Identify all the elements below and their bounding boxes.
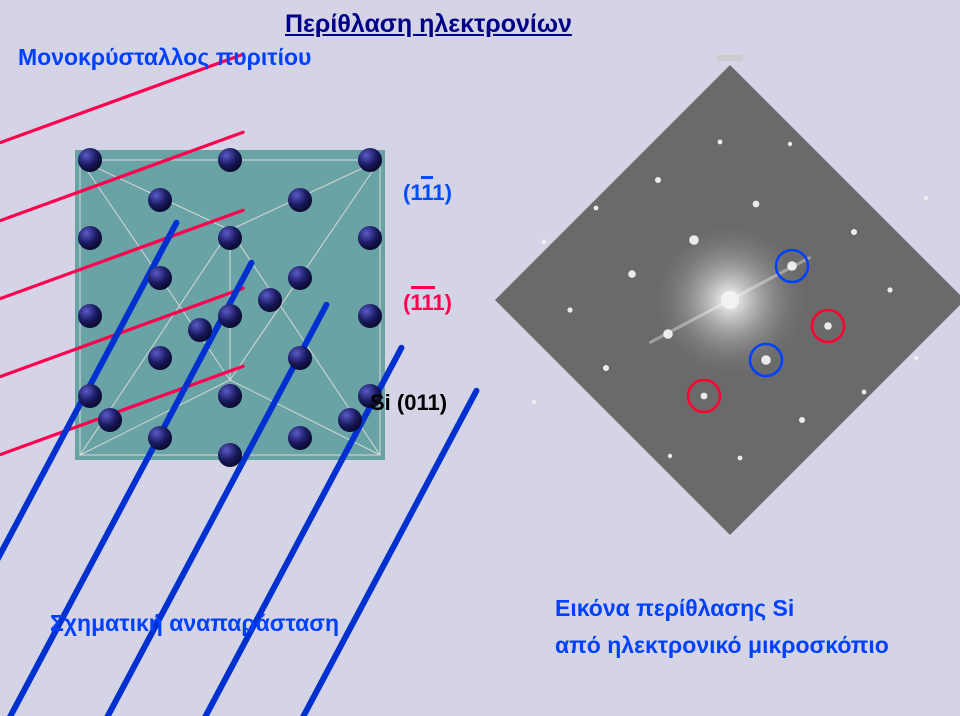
atom bbox=[358, 304, 382, 328]
atom bbox=[288, 266, 312, 290]
diffraction-spot bbox=[567, 307, 572, 312]
caption-right-0: Εικόνα περίθλασης Si bbox=[555, 595, 794, 622]
atom bbox=[218, 384, 242, 408]
atom bbox=[78, 384, 102, 408]
atom bbox=[78, 148, 102, 172]
atom bbox=[358, 226, 382, 250]
atom bbox=[78, 226, 102, 250]
diffraction-spot bbox=[862, 390, 867, 395]
stage: Περίθλαση ηλεκτρονίων Μονοκρύσταλλος πυρι… bbox=[0, 0, 960, 716]
diffraction-spot bbox=[701, 393, 708, 400]
diffraction-spot bbox=[655, 177, 661, 183]
atom bbox=[148, 346, 172, 370]
caption-right-1: από ηλεκτρονικό μικροσκόπιο bbox=[555, 632, 889, 659]
diffraction-spot bbox=[603, 365, 609, 371]
atom bbox=[98, 408, 122, 432]
diffraction-spot bbox=[788, 142, 792, 146]
diffraction-spot bbox=[718, 140, 723, 145]
plane-label-2: Si (011) bbox=[370, 390, 447, 416]
diffraction-spot bbox=[594, 206, 599, 211]
diffraction-spot bbox=[753, 201, 760, 208]
atom bbox=[148, 266, 172, 290]
diffraction-spot bbox=[542, 240, 546, 244]
atom bbox=[148, 426, 172, 450]
diffraction-spot bbox=[924, 196, 928, 200]
atom bbox=[78, 304, 102, 328]
subtitle: Μονοκρύσταλλος πυριτίου bbox=[18, 44, 311, 71]
atom bbox=[288, 426, 312, 450]
diffraction-spot bbox=[761, 355, 771, 365]
atom bbox=[218, 443, 242, 467]
atom bbox=[338, 408, 362, 432]
atom bbox=[218, 226, 242, 250]
diffraction-spot bbox=[532, 400, 536, 404]
diffraction-spot bbox=[628, 270, 636, 278]
diffraction-spot bbox=[914, 356, 918, 360]
overbar bbox=[421, 176, 433, 179]
diffraction-spot bbox=[689, 235, 699, 245]
overbar bbox=[411, 286, 435, 289]
diffraction-spot bbox=[787, 261, 797, 271]
diffraction-spot bbox=[824, 322, 832, 330]
atom bbox=[258, 288, 282, 312]
atom bbox=[288, 188, 312, 212]
figure-svg bbox=[0, 0, 960, 716]
page-title: Περίθλαση ηλεκτρονίων bbox=[285, 10, 572, 39]
caption-left: Σχηματική αναπαράσταση bbox=[50, 610, 339, 637]
atom bbox=[218, 148, 242, 172]
atom bbox=[188, 318, 212, 342]
diffraction-spot bbox=[663, 329, 673, 339]
diffraction-spot bbox=[668, 454, 672, 458]
diffraction-spot bbox=[887, 287, 892, 292]
atom bbox=[218, 304, 242, 328]
plane-label-1: (111) bbox=[403, 290, 452, 316]
atom bbox=[358, 148, 382, 172]
diffraction-spot bbox=[721, 291, 739, 309]
diffraction-spot bbox=[851, 229, 857, 235]
diffraction-spot bbox=[738, 456, 743, 461]
atom bbox=[148, 188, 172, 212]
atom bbox=[288, 346, 312, 370]
plane-label-0: (111) bbox=[403, 180, 452, 206]
diffraction-spot bbox=[799, 417, 805, 423]
